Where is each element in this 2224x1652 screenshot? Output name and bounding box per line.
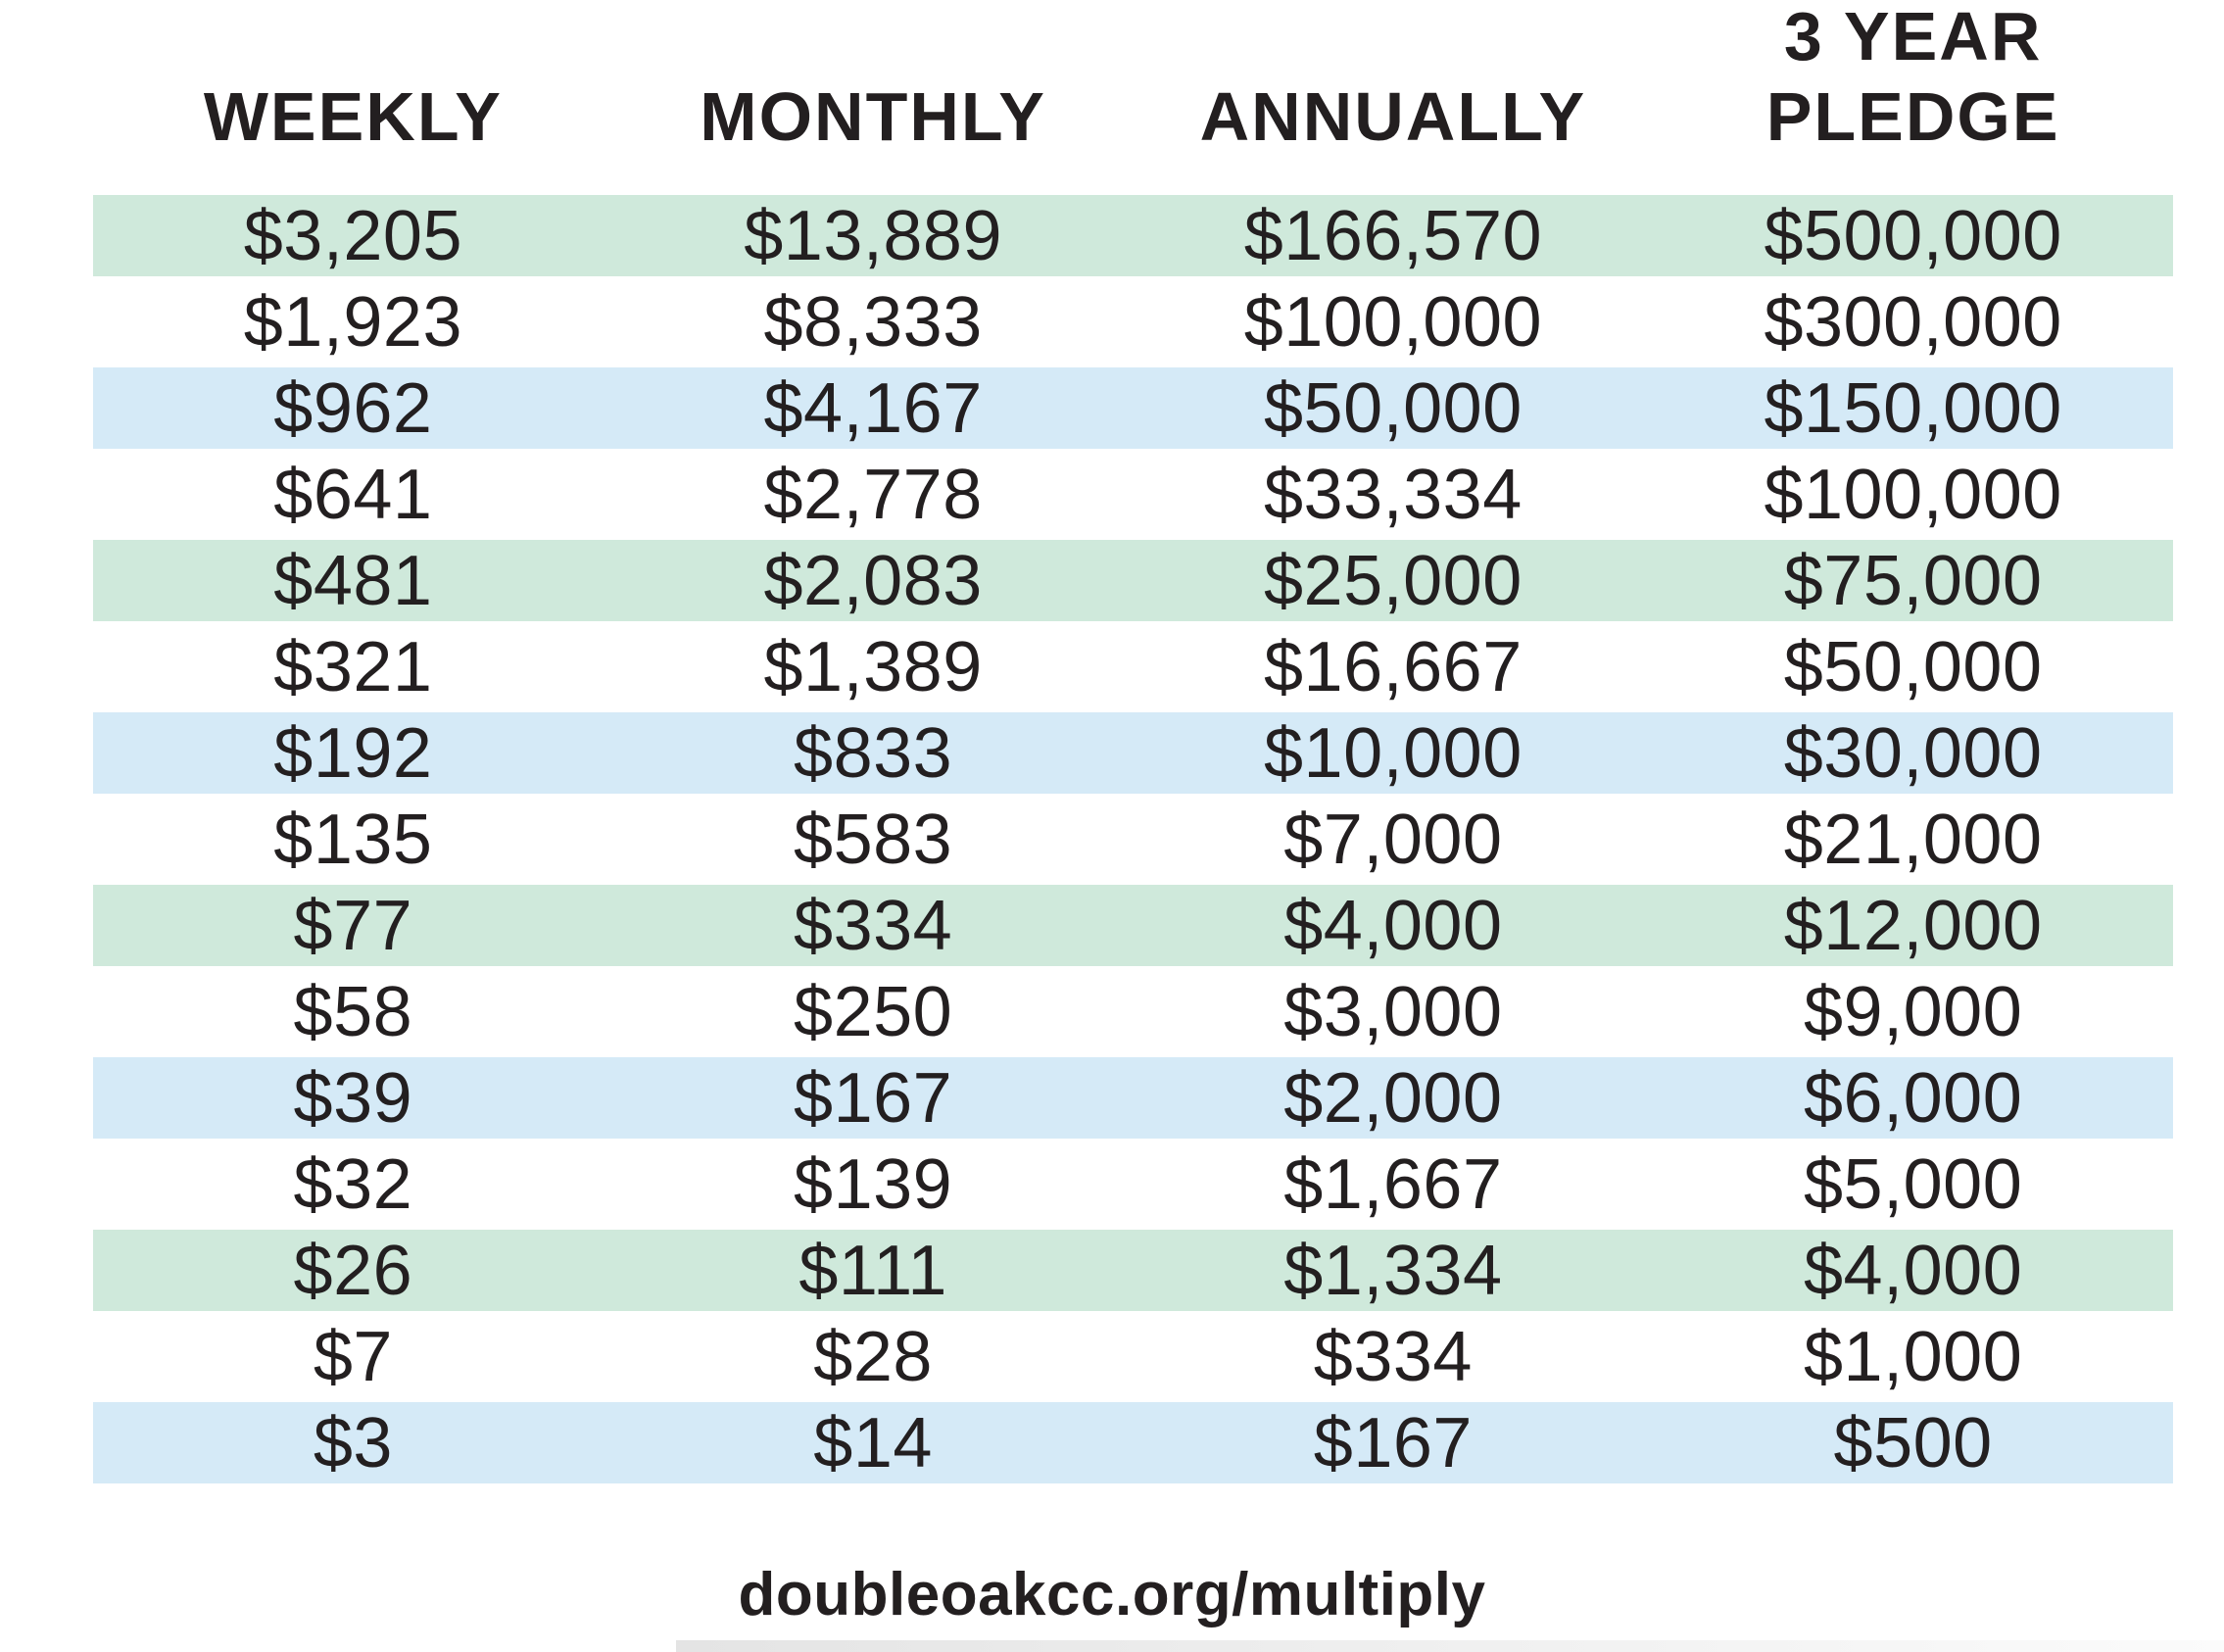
table-cell: $13,889: [744, 196, 1002, 275]
table-row: $135 $583 $7,000 $21,000: [93, 797, 2173, 883]
table-cell: $500,000: [1764, 196, 2062, 275]
table-cell: $4,000: [1283, 886, 1503, 965]
table-row: $77 $334 $4,000 $12,000: [93, 883, 2173, 969]
table-cell: $1,000: [1804, 1318, 2023, 1396]
table-cell: $28: [813, 1318, 933, 1396]
table-cell: $135: [273, 801, 433, 879]
table-row: $1,923 $8,333 $100,000 $300,000: [93, 279, 2173, 365]
table-body: $3,205 $13,889 $166,570 $500,000 $1,923 $8,33…: [93, 193, 2173, 1486]
table-row: $26 $111 $1,334 $4,000: [93, 1228, 2173, 1314]
table-cell: $50,000: [1263, 368, 1523, 448]
column-header-weekly: WEEKLY: [93, 77, 613, 158]
table-cell: $300,000: [1764, 283, 2062, 362]
table-cell: $39: [293, 1058, 413, 1138]
column-header-line: WEEKLY: [203, 78, 503, 156]
table-row: $32 $139 $1,667 $5,000: [93, 1142, 2173, 1228]
table-cell: $50,000: [1783, 628, 2043, 706]
table-cell: $1,334: [1283, 1231, 1503, 1310]
table-cell: $334: [794, 886, 953, 965]
table-cell: $16,667: [1263, 628, 1523, 706]
table-cell: $192: [273, 713, 433, 793]
table-row: $39 $167 $2,000 $6,000: [93, 1055, 2173, 1142]
table-cell: $167: [794, 1058, 953, 1138]
table-cell: $14: [813, 1403, 933, 1482]
table-header-row: WEEKLY MONTHLY ANNUALLY 3 YEAR PLEDGE: [93, 0, 2173, 193]
table-cell: $7: [313, 1318, 393, 1396]
table-cell: $481: [273, 541, 433, 620]
table-cell: $10,000: [1263, 713, 1523, 793]
table-cell: $75,000: [1783, 541, 2043, 620]
table-row: $3,205 $13,889 $166,570 $500,000: [93, 193, 2173, 279]
table-cell: $150,000: [1764, 368, 2062, 448]
table-cell: $5,000: [1804, 1145, 2023, 1224]
table-row: $3 $14 $167 $500: [93, 1400, 2173, 1486]
column-header-line: PLEDGE: [1765, 78, 2060, 156]
table-cell: $25,000: [1263, 541, 1523, 620]
table-cell: $26: [293, 1231, 413, 1310]
table-cell: $3: [313, 1403, 393, 1482]
column-header-line: MONTHLY: [700, 78, 1046, 156]
table-row: $641 $2,778 $33,334 $100,000: [93, 452, 2173, 538]
table-row: $321 $1,389 $16,667 $50,000: [93, 624, 2173, 710]
table-cell: $32: [293, 1145, 413, 1224]
giving-amounts-table: WEEKLY MONTHLY ANNUALLY 3 YEAR PLEDGE $3,205…: [93, 0, 2173, 1486]
table-cell: $139: [794, 1145, 953, 1224]
table-row: $192 $833 $10,000 $30,000: [93, 710, 2173, 797]
table-cell: $33,334: [1263, 456, 1523, 534]
table-cell: $6,000: [1804, 1058, 2023, 1138]
table-cell: $7,000: [1283, 801, 1503, 879]
table-cell: $3,000: [1283, 973, 1503, 1051]
table-cell: $2,778: [763, 456, 983, 534]
table-cell: $8,333: [763, 283, 983, 362]
table-cell: $100,000: [1764, 456, 2062, 534]
bottom-gray-strip: [676, 1640, 2224, 1652]
table-cell: $641: [273, 456, 433, 534]
column-header-monthly: MONTHLY: [613, 77, 1134, 158]
table-cell: $321: [273, 628, 433, 706]
table-cell: $12,000: [1783, 886, 2043, 965]
table-row: $481 $2,083 $25,000 $75,000: [93, 538, 2173, 624]
table-row: $7 $28 $334 $1,000: [93, 1314, 2173, 1400]
table-cell: $2,000: [1283, 1058, 1503, 1138]
table-cell: $1,923: [243, 283, 462, 362]
column-header-pledge: 3 YEAR PLEDGE: [1653, 0, 2173, 158]
table-cell: $167: [1313, 1403, 1473, 1482]
table-cell: $833: [794, 713, 953, 793]
table-cell: $58: [293, 973, 413, 1051]
table-cell: $4,000: [1804, 1231, 2023, 1310]
table-cell: $30,000: [1783, 713, 2043, 793]
table-cell: $111: [798, 1231, 947, 1310]
table-cell: $4,167: [763, 368, 983, 448]
footer-url: doubleoakcc.org/multiply: [738, 1561, 1486, 1628]
table-cell: $1,667: [1283, 1145, 1503, 1224]
table-row: $58 $250 $3,000 $9,000: [93, 969, 2173, 1055]
column-header-annually: ANNUALLY: [1134, 77, 1654, 158]
table-cell: $21,000: [1783, 801, 2043, 879]
table-cell: $334: [1313, 1318, 1473, 1396]
table-cell: $962: [273, 368, 433, 448]
table-cell: $100,000: [1243, 283, 1543, 362]
table-cell: $583: [794, 801, 953, 879]
table-row: $962 $4,167 $50,000 $150,000: [93, 365, 2173, 452]
table-cell: $1,389: [763, 628, 983, 706]
table-cell: $166,570: [1243, 196, 1543, 275]
table-cell: $3,205: [243, 196, 462, 275]
table-cell: $250: [794, 973, 953, 1051]
table-cell: $77: [293, 886, 413, 965]
table-cell: $9,000: [1804, 973, 2023, 1051]
column-header-line: 3 YEAR: [1783, 0, 2043, 75]
column-header-line: ANNUALLY: [1199, 78, 1587, 156]
table-cell: $2,083: [763, 541, 983, 620]
table-cell: $500: [1833, 1403, 1993, 1482]
